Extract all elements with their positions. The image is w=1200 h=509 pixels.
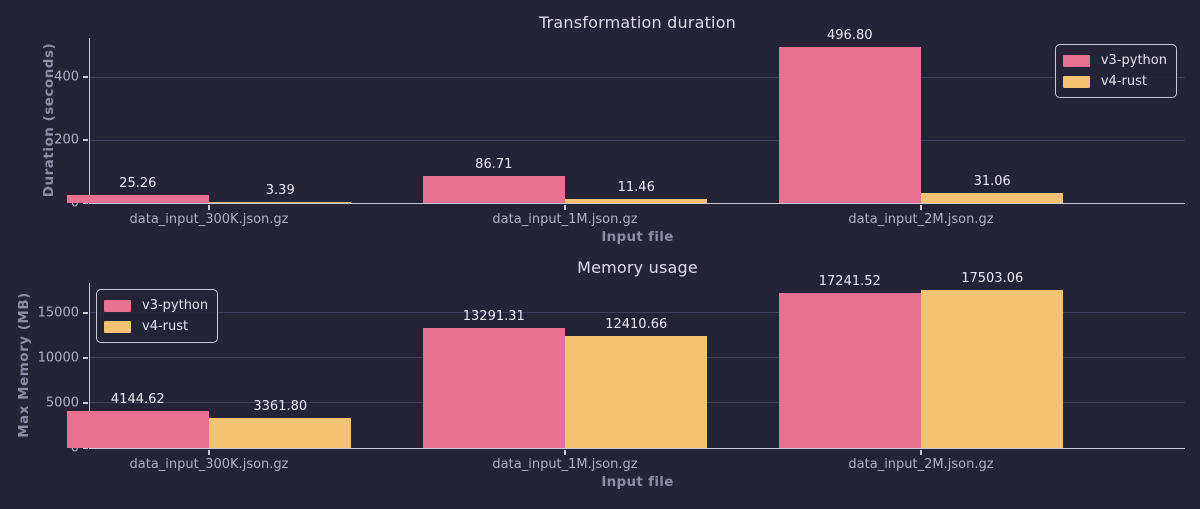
bar-v4-rust (920, 193, 1064, 203)
y-tick-mark (83, 139, 88, 141)
x-tick-mark (920, 204, 922, 210)
bar-v3-python (778, 292, 921, 448)
v3-python-swatch (104, 299, 131, 312)
legend-entry-v4-rust: v4-rust (104, 319, 208, 334)
legend-label: v4-rust (1100, 74, 1147, 89)
bar-value-label: 86.71 (475, 156, 513, 172)
bar-value-label: 496.80 (827, 27, 873, 43)
y-tick-label: 10000 (37, 350, 79, 366)
bar-value-label: 3.39 (265, 182, 295, 198)
gridline (90, 139, 1185, 141)
bar-value-label: 11.46 (617, 180, 655, 196)
bar-v4-rust (565, 336, 708, 448)
y-tick-mark (83, 312, 88, 314)
transformation-duration-chart: Transformation duration Duration (second… (0, 0, 1200, 250)
v4-rust-swatch (104, 320, 131, 333)
y-tick-mark (83, 357, 88, 359)
y-tick-label: 15000 (37, 305, 79, 321)
bar-v3-python (66, 195, 210, 203)
bar-v4-rust (920, 290, 1064, 448)
x-tick-label: data_input_2M.json.gz (848, 212, 994, 227)
x-tick-label: data_input_300K.json.gz (129, 457, 289, 472)
bar-value-label: 12410.66 (605, 317, 668, 333)
bar-v3-python (66, 410, 210, 448)
x-tick-mark (208, 449, 210, 455)
x-tick-mark (920, 449, 922, 455)
legend: v3-python v4-rust (96, 289, 219, 343)
x-axis-label: Input file (601, 474, 674, 490)
v3-python-swatch (1062, 54, 1090, 67)
y-tick-mark (83, 76, 88, 78)
legend-entry-v3-python: v3-python (1062, 53, 1167, 68)
x-tick-mark (208, 204, 210, 210)
chart-title: Memory usage (577, 258, 698, 277)
legend-entry-v3-python: v3-python (104, 298, 208, 313)
bar-v3-python (422, 328, 565, 448)
x-tick-label: data_input_2M.json.gz (848, 457, 994, 472)
legend-label: v3-python (142, 298, 209, 313)
bar-value-label: 13291.31 (462, 309, 525, 325)
x-axis-label: Input file (601, 229, 674, 245)
v4-rust-swatch (1062, 75, 1090, 88)
bar-value-label: 17503.06 (961, 271, 1024, 287)
x-tick-mark (564, 449, 566, 455)
bar-v4-rust (209, 417, 352, 448)
bar-value-label: 25.26 (119, 176, 157, 192)
y-tick-label: 0 (70, 195, 79, 211)
legend-label: v3-python (1100, 53, 1167, 68)
gridline (90, 76, 1185, 78)
y-tick-label: 400 (54, 69, 79, 85)
x-tick-label: data_input_1M.json.gz (492, 457, 638, 472)
y-tick-label: 200 (54, 132, 79, 148)
y-tick-mark (83, 402, 88, 404)
plot-area: 0 5000 10000 15000 data_input_300K.json.gz 41… (38, 271, 1185, 472)
bar-v3-python (422, 175, 565, 203)
bar-value-label: 4144.62 (110, 391, 165, 407)
memory-usage-chart: Memory usage Max Memory (MB) 0 5000 10000 1… (0, 245, 1200, 509)
bar-value-label: 31.06 (973, 174, 1011, 190)
chart-title: Transformation duration (538, 13, 737, 32)
y-tick-mark (83, 202, 88, 204)
gridline (90, 312, 1185, 314)
bar-value-label: 17241.52 (818, 273, 881, 289)
x-tick-label: data_input_300K.json.gz (129, 212, 289, 227)
legend-label: v4-rust (142, 319, 189, 334)
bar-value-label: 3361.80 (253, 398, 308, 414)
bar-v4-rust (565, 199, 708, 203)
legend: v3-python v4-rust (1054, 44, 1177, 98)
y-tick-mark (83, 447, 88, 449)
y-axis-label: Duration (seconds) (41, 42, 57, 198)
bar-v3-python (778, 46, 921, 203)
x-tick-mark (564, 204, 566, 210)
y-tick-label: 5000 (45, 395, 79, 411)
x-tick-label: data_input_1M.json.gz (492, 212, 638, 227)
y-axis-label: Max Memory (MB) (16, 292, 32, 438)
y-tick-label: 0 (70, 440, 79, 456)
bar-v4-rust (209, 201, 352, 203)
legend-entry-v4-rust: v4-rust (1062, 74, 1167, 89)
plot-area: 0 200 400 data_input_300K.json.gz 25.26 3.39 d… (54, 28, 1185, 227)
